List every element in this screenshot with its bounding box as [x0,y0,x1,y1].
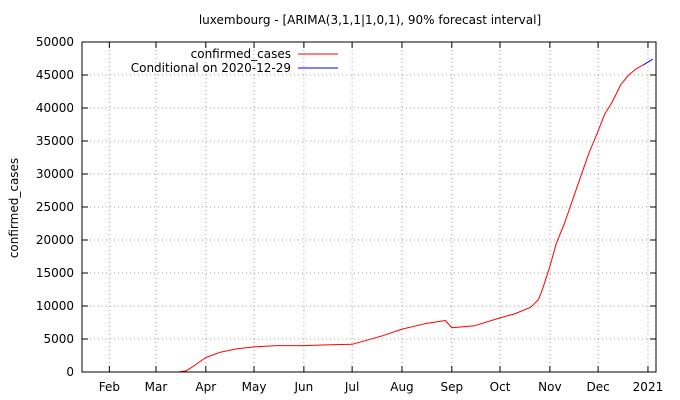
y-tick-label: 50000 [36,35,74,49]
y-tick-label: 40000 [36,101,74,115]
x-tick-label: Jun [294,380,314,394]
y-tick-label: 45000 [36,68,74,82]
series-line-conditional-forecast [642,58,654,66]
x-tick-label: Mar [145,380,168,394]
x-tick-label: Apr [195,380,216,394]
y-tick-label: 25000 [36,200,74,214]
legend: confirmed_cases Conditional on 2020-12-2… [131,47,338,75]
axis-ticks: 0 5000 10000 15000 20000 25000 30000 35000 40000… [36,35,663,394]
x-tick-label: May [242,380,267,394]
x-tick-label: 2021 [633,380,664,394]
x-tick-label: Nov [538,380,561,394]
legend-label-confirmed-cases: confirmed_cases [191,47,291,61]
chart-title: luxembourg - [ARIMA(3,1,1|1,0,1), 90% fo… [199,13,541,27]
y-tick-label: 5000 [43,332,74,346]
x-tick-label: Aug [390,380,413,394]
y-tick-label: 0 [66,365,74,379]
y-tick-label: 35000 [36,134,74,148]
series-layer [156,58,654,373]
x-tick-label: Dec [587,380,610,394]
y-tick-label: 30000 [36,167,74,181]
x-tick-label: Oct [490,380,511,394]
y-tick-label: 10000 [36,299,74,313]
y-tick-label: 20000 [36,233,74,247]
y-axis-label: confirmed_cases [7,158,21,258]
series-line-confirmed-cases [156,64,644,373]
x-tick-label: Feb [99,380,120,394]
x-tick-label: Jul [344,380,359,394]
y-tick-label: 15000 [36,266,74,280]
legend-label-conditional: Conditional on 2020-12-29 [131,61,291,75]
x-tick-label: Sep [440,380,463,394]
